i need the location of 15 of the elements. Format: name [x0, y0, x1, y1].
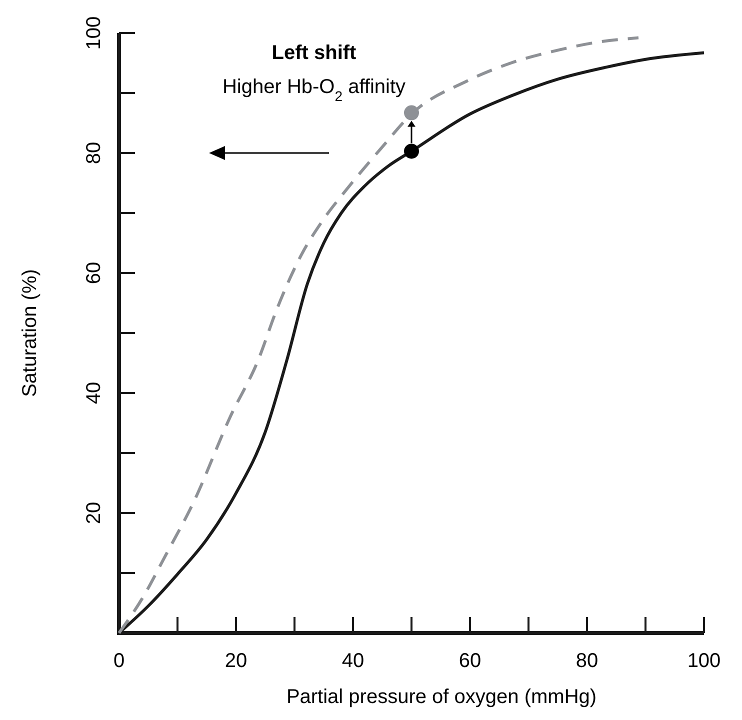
y-tick-label: 40 — [83, 382, 105, 404]
x-tick-label: 80 — [576, 650, 598, 672]
annotation: Higher Hb-O$_{2}$ affinity — [222, 76, 406, 104]
annotation: Left shift — [272, 42, 357, 64]
y-tick-label: 80 — [83, 142, 105, 164]
y-tick-label: 60 — [83, 262, 105, 284]
x-tick-label: 100 — [687, 650, 721, 672]
x-tick-label: 20 — [224, 650, 248, 672]
y-tick-label: 100 — [83, 16, 105, 50]
y-axis-title: Saturation (%) — [19, 269, 41, 397]
x-axis-title: Partial pressure of oxygen (mmHg) — [286, 686, 597, 708]
x-tick-label: 40 — [342, 650, 364, 672]
x-tick-label: 0 — [113, 650, 125, 672]
x-tick-label: 60 — [458, 650, 482, 672]
y-tick-label: 20 — [83, 502, 105, 524]
